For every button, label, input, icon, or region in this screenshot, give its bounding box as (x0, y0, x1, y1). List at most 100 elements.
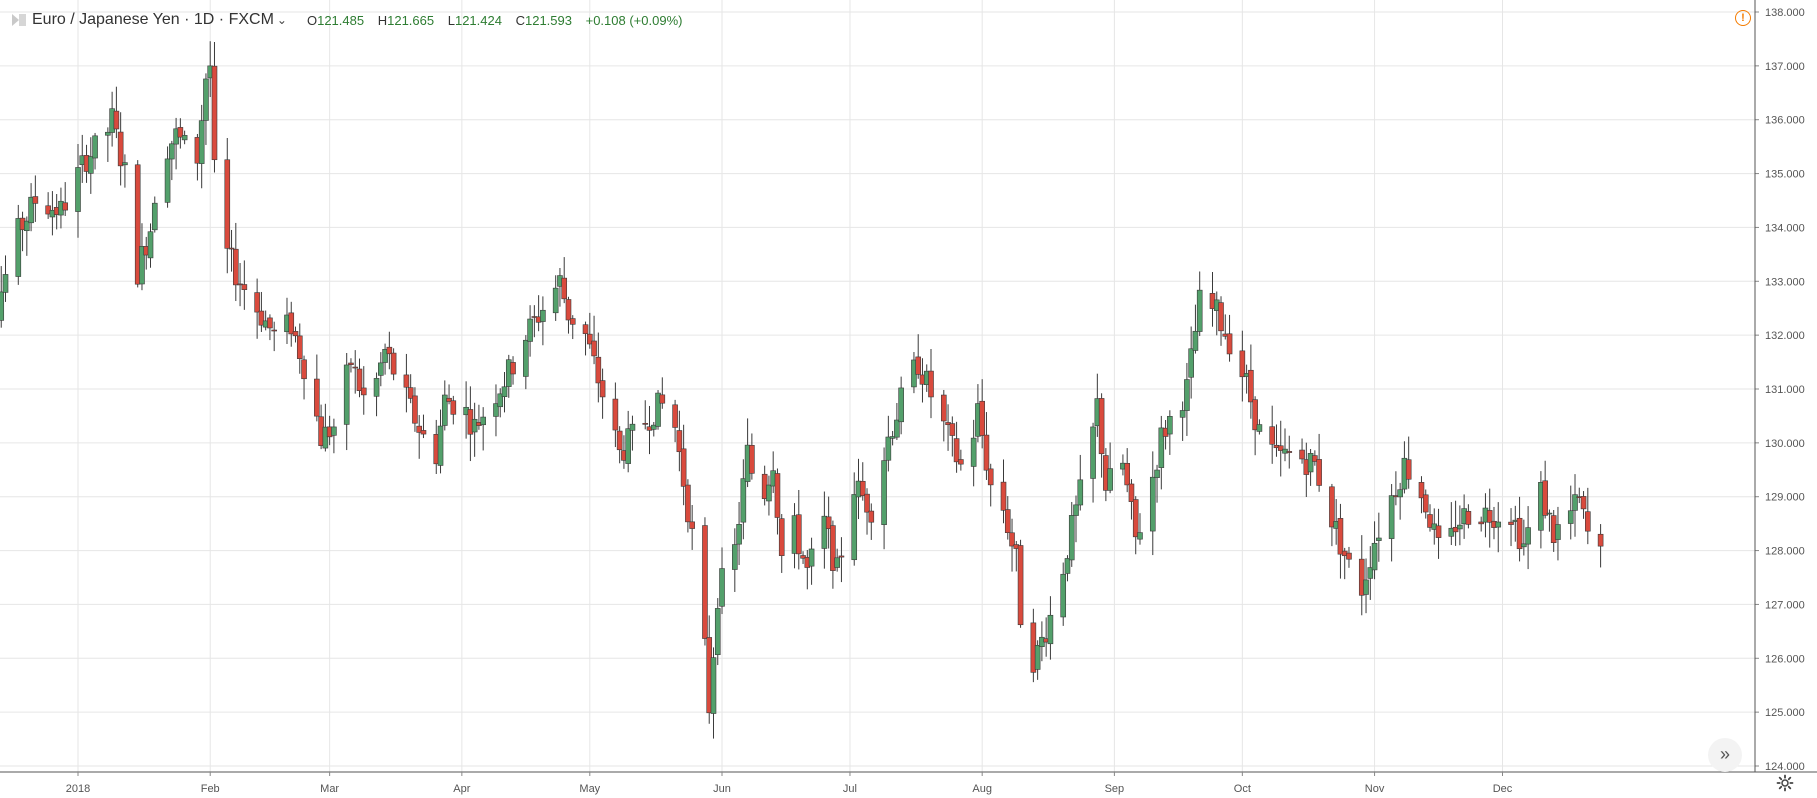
candle-body (523, 339, 529, 377)
price-tick-label: 136.000 (1765, 115, 1805, 127)
gear-icon[interactable] (1776, 774, 1794, 792)
candle (122, 154, 128, 188)
open-label: O (306, 12, 318, 28)
candle-body (1307, 453, 1314, 473)
scroll-right-icon[interactable]: » (1708, 738, 1742, 772)
candle (979, 379, 985, 449)
high-value: 121.665 (387, 12, 435, 28)
candle-body (616, 430, 623, 451)
candle (569, 315, 576, 340)
candle-body (1363, 579, 1369, 595)
candle-body (45, 205, 51, 215)
candle-body (800, 555, 806, 559)
time-tick-label: May (579, 783, 600, 795)
candle-body (970, 437, 977, 467)
candle (446, 384, 452, 405)
candle (211, 41, 218, 173)
candle (1337, 503, 1344, 579)
candle (749, 433, 755, 480)
candle-body (1128, 483, 1135, 502)
symbol-title[interactable]: Euro / Japanese Yen · 1D · FXCM (32, 11, 274, 28)
candle (15, 204, 22, 285)
candle (1358, 535, 1365, 616)
candle (241, 260, 248, 310)
price-tick-label: 128.000 (1765, 546, 1805, 558)
candle (1192, 304, 1199, 354)
candle-body (1337, 518, 1344, 555)
candle-body (437, 425, 444, 466)
candle (437, 409, 444, 474)
candle-body (122, 162, 128, 166)
candle-body (288, 312, 295, 335)
candle-body (117, 131, 124, 167)
candle (343, 353, 350, 451)
candle-body (1154, 469, 1160, 478)
time-tick-label: Aug (972, 783, 992, 795)
candle (62, 182, 69, 216)
price-tick-label: 137.000 (1765, 61, 1805, 73)
candle (1209, 271, 1216, 327)
candle-body (228, 247, 235, 250)
candle-body (1179, 410, 1186, 418)
candle-body (301, 359, 307, 380)
candle (736, 501, 742, 566)
candle (1580, 491, 1587, 519)
candle-body (1060, 573, 1067, 618)
candle (296, 323, 303, 374)
candle (629, 415, 636, 451)
candle-body (416, 425, 423, 433)
candle (314, 354, 320, 422)
candle (1508, 508, 1514, 547)
candle-body (1427, 514, 1433, 528)
candle (28, 183, 34, 232)
time-tick-label: 2018 (66, 783, 90, 795)
chevron-down-icon[interactable]: ⌄ (276, 13, 287, 27)
candle (407, 374, 414, 404)
candle-body (612, 398, 619, 431)
candle (292, 326, 299, 343)
candle-body (569, 318, 576, 325)
candle-body (1521, 543, 1527, 548)
candle (1124, 448, 1130, 493)
candle (177, 118, 184, 149)
candle-body (224, 159, 231, 249)
candle (1452, 500, 1459, 546)
candle-body (1597, 533, 1604, 547)
candle (1427, 504, 1433, 532)
candle-body (859, 480, 866, 496)
candle (885, 415, 892, 472)
candle (493, 384, 499, 437)
candle-body (650, 424, 657, 430)
candle (1158, 415, 1165, 490)
candle (527, 305, 533, 357)
candle (1418, 476, 1425, 514)
candle-body (1478, 521, 1484, 525)
candle-body (497, 393, 504, 408)
candle-body (808, 548, 815, 567)
candle-body (386, 346, 393, 355)
candle-body (881, 460, 887, 525)
candle-body (864, 493, 870, 513)
candle-body (953, 438, 960, 463)
candle (267, 314, 273, 341)
candle-body (1009, 532, 1015, 547)
candle (412, 387, 418, 432)
candle-body (714, 608, 721, 656)
candle-body (510, 362, 516, 375)
candle-body (527, 318, 533, 342)
candle (1435, 508, 1442, 559)
candle-body (177, 127, 184, 138)
candle (851, 472, 858, 566)
alert-icon[interactable]: ! (1735, 10, 1751, 26)
candle (75, 143, 81, 238)
candle (356, 358, 363, 398)
candle (586, 312, 593, 349)
candle (702, 517, 708, 646)
candle-body (1312, 455, 1318, 462)
candle (958, 449, 964, 471)
candle (271, 321, 277, 352)
candle (1422, 489, 1429, 519)
candle (1137, 513, 1143, 545)
candle-body (565, 299, 572, 321)
